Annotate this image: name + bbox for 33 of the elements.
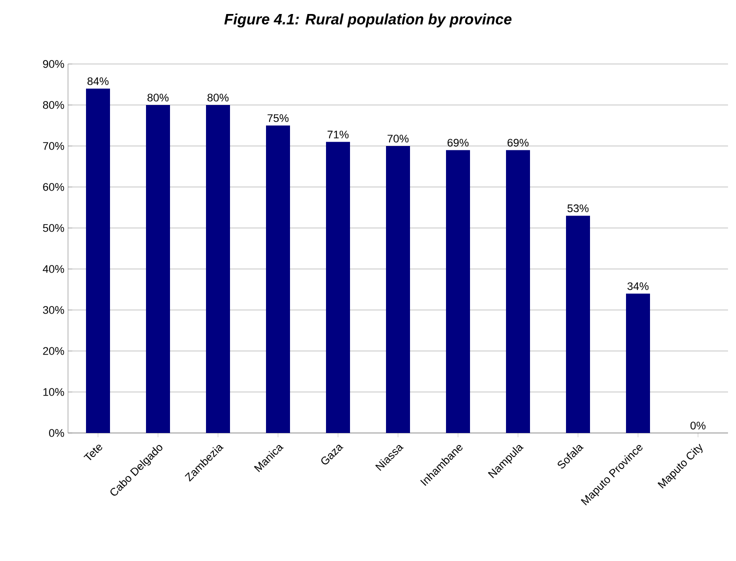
bar [386, 146, 410, 433]
y-tick-label: 90% [43, 60, 64, 68]
bar [566, 216, 590, 433]
data-label: 71% [328, 130, 349, 138]
chart-title: Figure 4.1: Rural population by province [224, 14, 512, 28]
y-tick-label: 10% [43, 388, 64, 396]
y-tick-label: 60% [43, 183, 64, 191]
bar [626, 294, 650, 433]
bar [326, 142, 350, 433]
data-label: 0% [690, 422, 706, 430]
bar [446, 150, 470, 433]
data-label: 84% [88, 77, 109, 86]
data-label: 75% [268, 114, 289, 122]
data-label: 69% [448, 138, 469, 147]
data-label: 53% [567, 204, 589, 212]
y-tick-label: 0% [49, 429, 64, 437]
data-label: 69% [508, 138, 529, 147]
bar [206, 104, 230, 433]
y-tick-label: 80% [43, 101, 64, 109]
bar [146, 104, 170, 433]
y-tick-label: 30% [42, 306, 64, 314]
bar [266, 125, 290, 433]
data-label: 70% [388, 134, 409, 142]
y-tick-label: 20% [43, 347, 64, 355]
y-tick-label: 70% [43, 142, 64, 150]
y-tick-label: 40% [42, 265, 64, 273]
x-tick-label: Tete [84, 444, 102, 460]
y-tick-label: 50% [42, 224, 64, 232]
data-label: 80% [208, 94, 229, 102]
data-label: 80% [148, 94, 169, 102]
bar [86, 88, 110, 433]
bar [506, 150, 530, 433]
data-label: 34% [627, 282, 649, 290]
